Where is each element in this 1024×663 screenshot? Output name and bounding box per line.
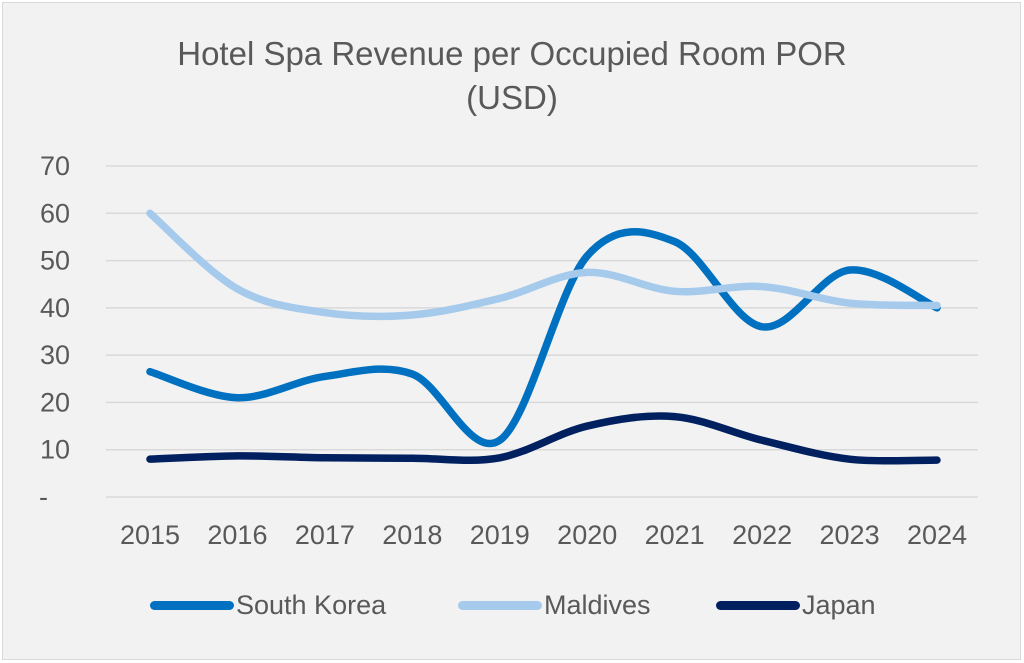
chart-title-line2: (USD) xyxy=(466,79,558,116)
legend-label: South Korea xyxy=(236,589,387,620)
gridlines xyxy=(106,165,978,498)
x-axis-ticks: 2015 2016 2017 2018 2019 2020 2021 2022 2023 2024 xyxy=(120,520,967,550)
x-tick-label: 2015 xyxy=(120,520,180,550)
y-tick-label: 20 xyxy=(40,387,70,417)
series-line-maldives xyxy=(146,209,941,321)
legend-label: Maldives xyxy=(544,589,651,620)
series-line-south-korea xyxy=(146,228,941,447)
y-tick-label: - xyxy=(39,482,48,512)
legend-swatch-south-korea xyxy=(150,600,234,610)
series-line-japan xyxy=(146,412,941,465)
x-tick-label: 2018 xyxy=(382,520,442,550)
series-lines xyxy=(146,209,941,465)
legend: South Korea Maldives Japan xyxy=(0,588,1024,622)
legend-label: Japan xyxy=(802,589,876,620)
x-tick-label: 2021 xyxy=(645,520,705,550)
legend-item-south-korea[interactable]: South Korea xyxy=(150,588,386,622)
x-tick-label: 2023 xyxy=(820,520,880,550)
y-tick-label: 60 xyxy=(40,198,70,228)
x-tick-label: 2019 xyxy=(470,520,530,550)
y-tick-label: 30 xyxy=(40,340,70,370)
chart-title-line1: Hotel Spa Revenue per Occupied Room POR xyxy=(177,35,847,72)
x-tick-label: 2022 xyxy=(732,520,792,550)
chart-title: Hotel Spa Revenue per Occupied Room POR … xyxy=(0,32,1024,120)
x-tick-label: 2020 xyxy=(557,520,617,550)
y-tick-label: 10 xyxy=(40,435,70,465)
legend-item-japan[interactable]: Japan xyxy=(716,588,876,622)
x-tick-label: 2016 xyxy=(207,520,267,550)
y-tick-label: 50 xyxy=(40,246,70,276)
y-tick-label: 40 xyxy=(40,293,70,323)
legend-swatch-maldives xyxy=(458,600,542,610)
y-axis-ticks: - 10 20 30 40 50 60 70 xyxy=(39,151,70,512)
legend-item-maldives[interactable]: Maldives xyxy=(458,588,651,622)
y-tick-label: 70 xyxy=(40,151,70,181)
legend-swatch-japan xyxy=(716,600,800,610)
x-tick-label: 2024 xyxy=(907,520,967,550)
x-tick-label: 2017 xyxy=(295,520,355,550)
